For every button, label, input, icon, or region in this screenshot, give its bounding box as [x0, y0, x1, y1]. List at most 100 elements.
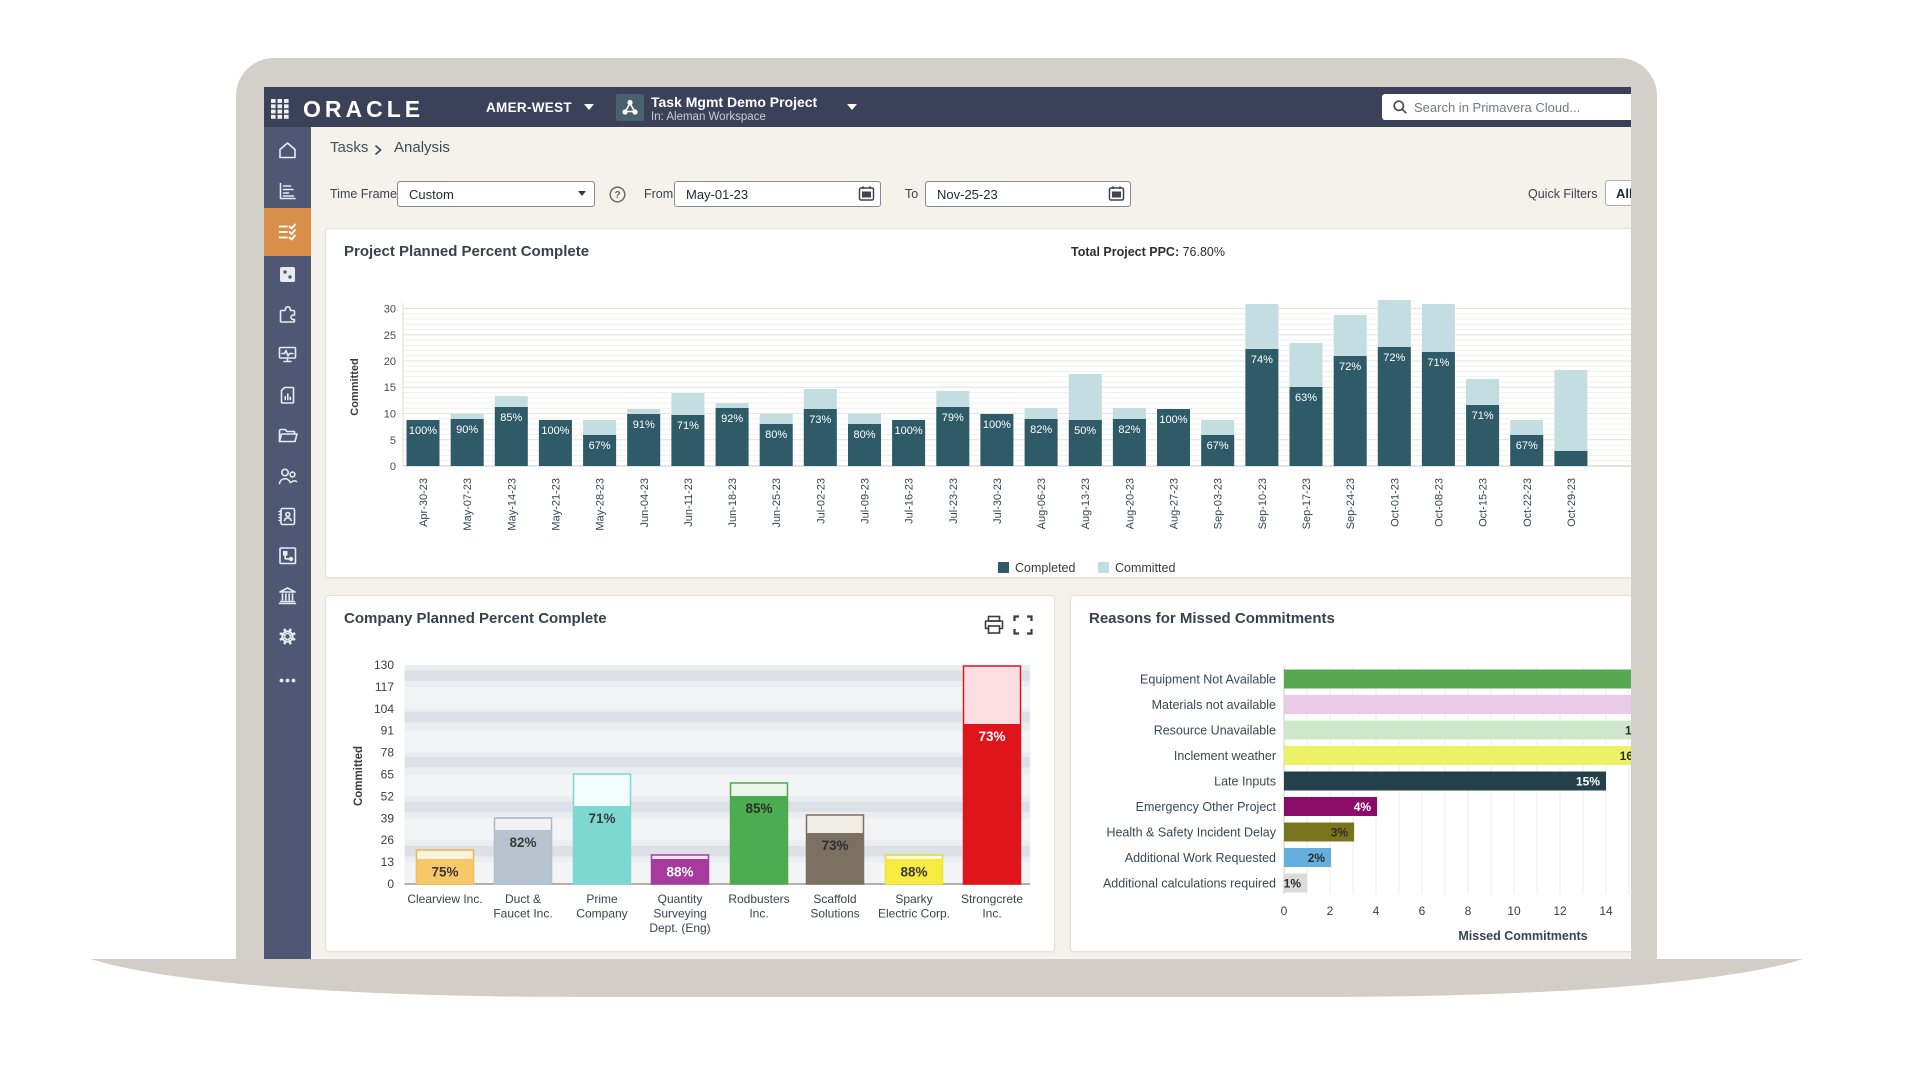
svg-text:130: 130: [374, 658, 394, 672]
svg-text:71%: 71%: [1427, 357, 1449, 369]
svg-text:8: 8: [1465, 904, 1472, 918]
svg-text:100%: 100%: [983, 419, 1011, 431]
svg-text:26: 26: [381, 833, 395, 847]
svg-text:Emergency Other Project: Emergency Other Project: [1136, 800, 1277, 814]
svg-text:Sparky: Sparky: [895, 892, 932, 906]
svg-text:Jul-02-23: Jul-02-23: [815, 478, 827, 524]
svg-text:75%: 75%: [431, 865, 458, 880]
svg-text:71%: 71%: [677, 420, 699, 432]
svg-text:Missed Commitments: Missed Commitments: [1458, 929, 1587, 943]
svg-text:Inc.: Inc.: [749, 907, 768, 921]
svg-text:0: 0: [387, 877, 394, 891]
svg-text:73%: 73%: [821, 838, 848, 853]
svg-text:Oct-01-23: Oct-01-23: [1389, 478, 1401, 527]
svg-text:65: 65: [381, 768, 395, 782]
svg-text:Inclement weather: Inclement weather: [1174, 749, 1276, 763]
svg-text:82%: 82%: [1118, 424, 1140, 436]
svg-text:Surveying: Surveying: [653, 907, 706, 921]
svg-text:Clearview Inc.: Clearview Inc.: [407, 892, 482, 906]
svg-text:Strongcrete: Strongcrete: [961, 892, 1023, 906]
svg-text:Jun-04-23: Jun-04-23: [639, 478, 651, 528]
svg-text:100%: 100%: [1159, 414, 1187, 426]
svg-text:85%: 85%: [745, 801, 772, 816]
svg-text:72%: 72%: [1383, 352, 1405, 364]
svg-text:Dept. (Eng): Dept. (Eng): [649, 921, 710, 935]
svg-text:17%: 17%: [1625, 724, 1631, 738]
svg-text:Oct-15-23: Oct-15-23: [1478, 478, 1490, 527]
svg-text:Health & Safety Incident Delay: Health & Safety Incident Delay: [1106, 826, 1276, 840]
svg-text:Jun-11-23: Jun-11-23: [683, 478, 695, 527]
svg-text:Late Inputs: Late Inputs: [1214, 775, 1276, 789]
svg-text:Additional Work Requested: Additional Work Requested: [1125, 851, 1276, 865]
svg-text:Oct-08-23: Oct-08-23: [1433, 478, 1445, 527]
svg-text:80%: 80%: [765, 429, 787, 441]
svg-text:Aug-13-23: Aug-13-23: [1080, 478, 1092, 529]
svg-text:Committed: Committed: [353, 746, 365, 806]
svg-text:May-07-23: May-07-23: [462, 478, 474, 531]
svg-text:Jul-30-23: Jul-30-23: [992, 478, 1004, 524]
svg-text:10: 10: [384, 409, 396, 421]
svg-text:104: 104: [374, 702, 394, 716]
svg-text:82%: 82%: [509, 835, 536, 850]
svg-text:Scaffold: Scaffold: [813, 892, 856, 906]
svg-text:4%: 4%: [1354, 800, 1372, 814]
svg-text:Electric Corp.: Electric Corp.: [878, 907, 950, 921]
svg-text:Solutions: Solutions: [810, 907, 859, 921]
svg-text:2%: 2%: [1308, 851, 1326, 865]
svg-text:Aug-27-23: Aug-27-23: [1169, 478, 1181, 529]
svg-text:1%: 1%: [1284, 877, 1302, 891]
svg-text:0: 0: [390, 461, 396, 473]
svg-text:Jul-09-23: Jul-09-23: [860, 478, 872, 524]
svg-text:Apr-30-23: Apr-30-23: [418, 478, 430, 527]
svg-text:Sep-10-23: Sep-10-23: [1257, 478, 1269, 529]
svg-text:May-28-23: May-28-23: [595, 478, 607, 531]
svg-text:88%: 88%: [666, 865, 693, 880]
svg-text:15: 15: [384, 382, 396, 394]
svg-text:67%: 67%: [589, 440, 611, 452]
svg-text:88%: 88%: [900, 865, 927, 880]
svg-text:82%: 82%: [1030, 424, 1052, 436]
svg-text:100%: 100%: [895, 425, 923, 437]
svg-text:0: 0: [1281, 904, 1288, 918]
svg-text:Sep-03-23: Sep-03-23: [1213, 478, 1225, 529]
svg-text:Resource Unavailable: Resource Unavailable: [1154, 724, 1276, 738]
svg-text:74%: 74%: [1251, 354, 1273, 366]
svg-text:117: 117: [375, 680, 394, 694]
svg-text:Oct-29-23: Oct-29-23: [1566, 478, 1578, 527]
svg-text:85%: 85%: [500, 412, 522, 424]
svg-text:Faucet Inc.: Faucet Inc.: [493, 907, 552, 921]
svg-text:2: 2: [1327, 904, 1334, 918]
svg-text:80%: 80%: [853, 429, 875, 441]
svg-text:Aug-20-23: Aug-20-23: [1124, 478, 1136, 529]
svg-text:67%: 67%: [1207, 440, 1229, 452]
svg-text:?: ?: [614, 190, 620, 201]
svg-text:Quantity: Quantity: [658, 892, 703, 906]
svg-text:Prime: Prime: [586, 892, 618, 906]
svg-text:Completed: Completed: [1015, 561, 1075, 575]
svg-text:May-21-23: May-21-23: [550, 478, 562, 531]
svg-text:52: 52: [381, 789, 395, 803]
svg-text:91: 91: [381, 724, 395, 738]
svg-text:Additional calculations requir: Additional calculations required: [1103, 877, 1276, 891]
svg-text:Sep-24-23: Sep-24-23: [1345, 478, 1357, 529]
svg-text:91%: 91%: [633, 419, 655, 431]
svg-text:Committed: Committed: [349, 358, 361, 415]
svg-text:Rodbusters: Rodbusters: [728, 892, 789, 906]
svg-text:Sep-17-23: Sep-17-23: [1301, 478, 1313, 529]
svg-text:72%: 72%: [1339, 361, 1361, 373]
svg-text:20: 20: [384, 356, 396, 368]
svg-text:100%: 100%: [409, 425, 437, 437]
svg-text:13: 13: [381, 855, 395, 869]
svg-text:3%: 3%: [1331, 826, 1349, 840]
svg-text:Jun-25-23: Jun-25-23: [771, 478, 783, 528]
svg-text:50%: 50%: [1074, 425, 1096, 437]
svg-text:Jul-23-23: Jul-23-23: [948, 478, 960, 524]
svg-text:16%: 16%: [1620, 749, 1631, 763]
svg-text:73%: 73%: [978, 729, 1005, 744]
svg-text:Aug-06-23: Aug-06-23: [1036, 478, 1048, 529]
svg-text:79%: 79%: [942, 412, 964, 424]
svg-text:Jul-16-23: Jul-16-23: [904, 478, 916, 524]
svg-text:Duct &: Duct &: [505, 892, 541, 906]
svg-text:12: 12: [1553, 904, 1567, 918]
svg-text:92%: 92%: [721, 413, 743, 425]
